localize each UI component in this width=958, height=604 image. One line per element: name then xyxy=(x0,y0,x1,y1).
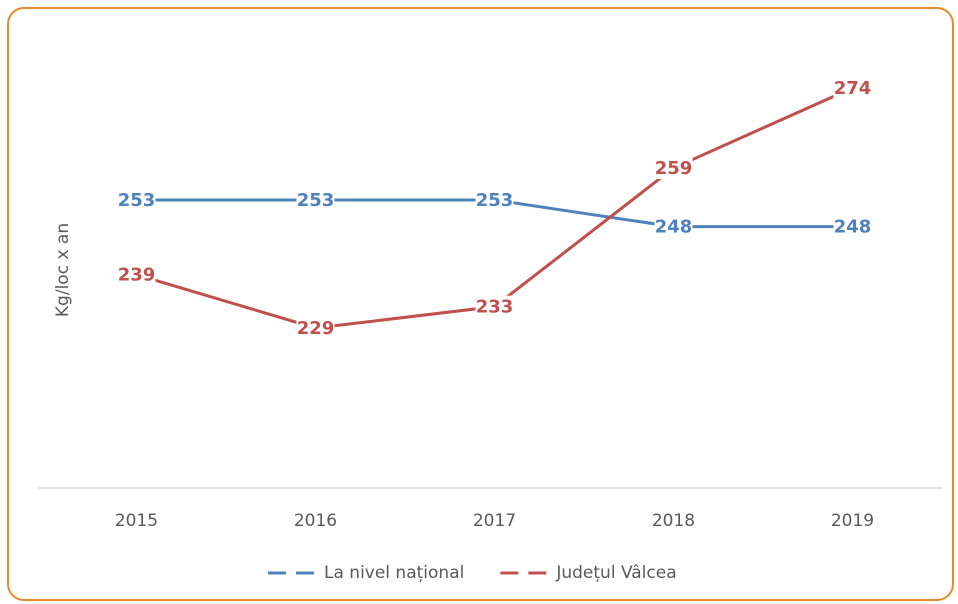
data-label: 248 xyxy=(655,217,693,238)
data-label: 233 xyxy=(476,297,514,318)
data-label-bg xyxy=(654,215,693,238)
x-tick-label: 2015 xyxy=(115,511,158,531)
data-label-bg xyxy=(833,215,872,238)
data-label: 253 xyxy=(476,190,514,211)
legend-label: Județul Vâlcea xyxy=(555,563,676,583)
data-label-bg xyxy=(296,317,335,339)
data-label-bg xyxy=(296,189,335,211)
x-tick-label: 2019 xyxy=(831,511,874,531)
x-tick-label: 2017 xyxy=(473,511,516,531)
data-label-bg xyxy=(654,157,693,179)
data-label: 253 xyxy=(118,190,156,211)
x-tick-label: 2018 xyxy=(652,511,695,531)
y-axis-label: Kg/loc x an xyxy=(53,223,73,317)
data-label: 259 xyxy=(655,158,693,179)
data-label: 229 xyxy=(297,318,335,339)
data-label-bg xyxy=(475,189,514,211)
data-label-bg xyxy=(833,77,872,99)
data-label: 239 xyxy=(118,265,156,286)
data-label-bg xyxy=(475,295,514,318)
x-tick-label: 2016 xyxy=(294,511,337,531)
data-label: 248 xyxy=(834,217,872,238)
data-label-bg xyxy=(117,263,156,286)
data-label: 274 xyxy=(834,78,872,99)
legend-label: La nivel național xyxy=(324,563,464,583)
data-label-bg xyxy=(117,189,156,211)
data-label: 253 xyxy=(297,190,335,211)
